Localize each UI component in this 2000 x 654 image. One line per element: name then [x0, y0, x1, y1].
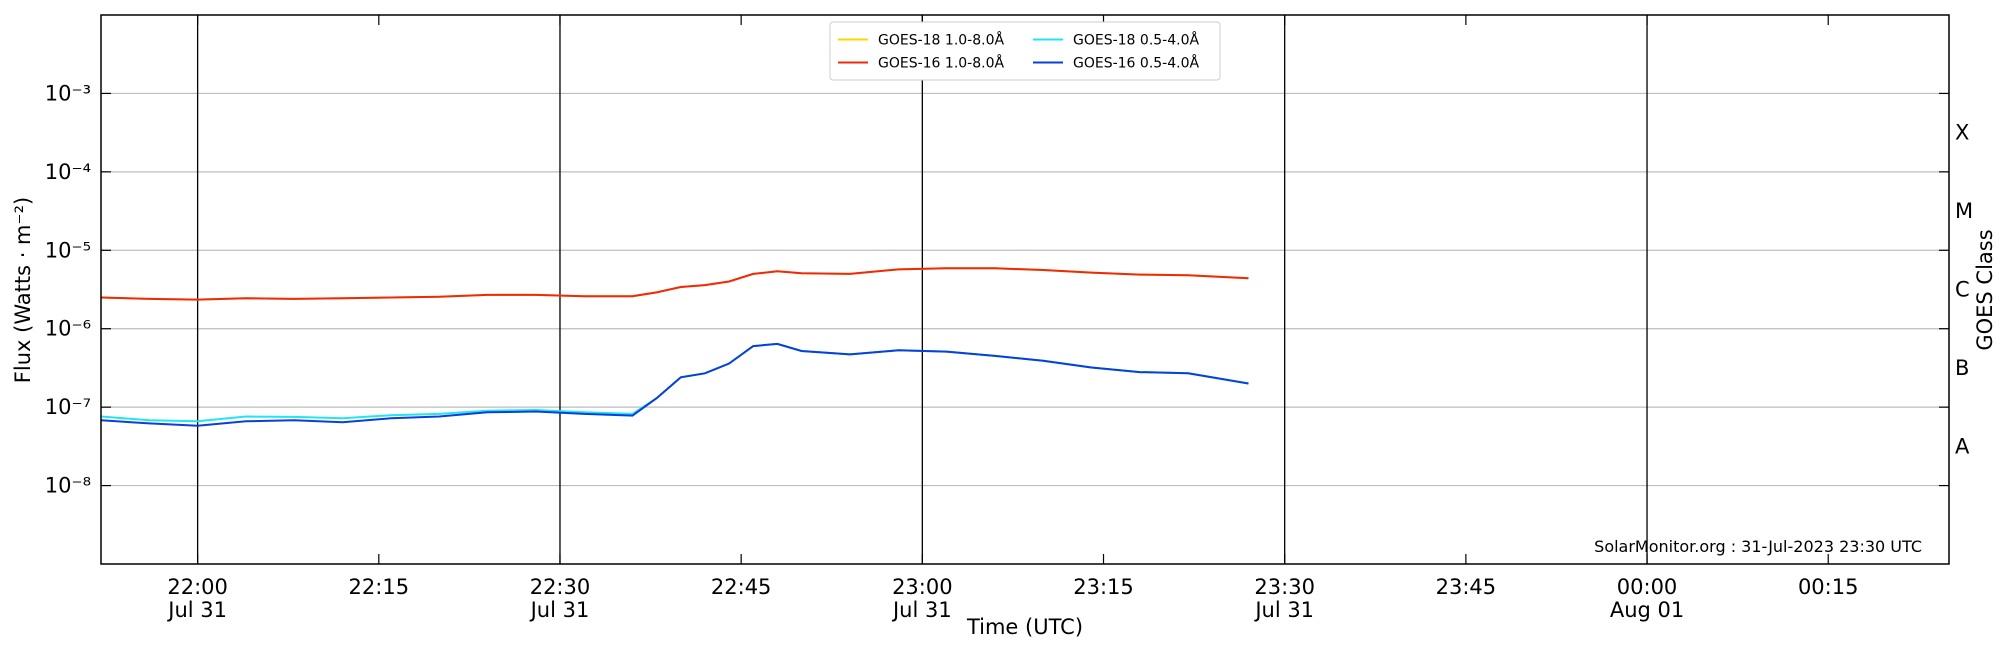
y-tick-label: 10⁻³: [45, 81, 91, 105]
legend-label: GOES-18 1.0-8.0Å: [878, 32, 1004, 49]
grid: [101, 15, 1949, 564]
x-tick-label: 23:15: [1073, 575, 1134, 599]
y-axis-label: Flux (Watts · m⁻²): [11, 197, 35, 383]
x-tick-label: 22:45: [711, 575, 772, 599]
legend-label: GOES-16 1.0-8.0Å: [878, 55, 1004, 72]
x-tick-label: 23:45: [1436, 575, 1497, 599]
legend-box: [829, 21, 1221, 81]
legend-label: GOES-18 0.5-4.0Å: [1073, 32, 1199, 49]
x-tick-label: 00:15: [1798, 575, 1859, 599]
y2-tick-label: X: [1955, 121, 1969, 145]
y-tick-label: 10⁻⁸: [45, 474, 91, 498]
legend: GOES-18 1.0-8.0Å GOES-16 1.0-8.0Å GOES-18 …: [829, 21, 1221, 81]
y-tick-label: 10⁻⁷: [45, 395, 91, 419]
x-tick-label: 23:30 Jul 31: [1253, 575, 1315, 622]
y2-tick-label: M: [1955, 199, 1973, 223]
x-tick-label: 22:00 Jul 31: [166, 575, 228, 622]
y-tick-label: 10⁻⁶: [45, 317, 91, 341]
plot-frame: [100, 14, 1950, 565]
y2-tick-label: C: [1955, 278, 1970, 302]
y2-tick-label: B: [1955, 356, 1969, 380]
series-line: [100, 267, 1249, 301]
x-axis-label: Time (UTC): [966, 615, 1083, 639]
y-tick-label: 10⁻⁵: [45, 238, 91, 262]
annotation: SolarMonitor.org : 31-Jul-2023 23:30 UTC: [1594, 537, 1922, 556]
y2-axis-label: GOES Class: [1973, 229, 1997, 350]
series-line: [100, 267, 1249, 301]
y2-tick-label: A: [1955, 434, 1970, 458]
y-tick-label: 10⁻⁴: [45, 160, 91, 184]
x-tick-label: 22:15: [349, 575, 410, 599]
series-line: [100, 342, 1249, 427]
x-tick-label: 23:00 Jul 31: [891, 575, 953, 622]
x-tick-label: 00:00 Aug 01: [1610, 575, 1684, 622]
legend-label: GOES-16 0.5-4.0Å: [1073, 55, 1199, 72]
x-tick-label: 22:30 Jul 31: [529, 575, 591, 622]
